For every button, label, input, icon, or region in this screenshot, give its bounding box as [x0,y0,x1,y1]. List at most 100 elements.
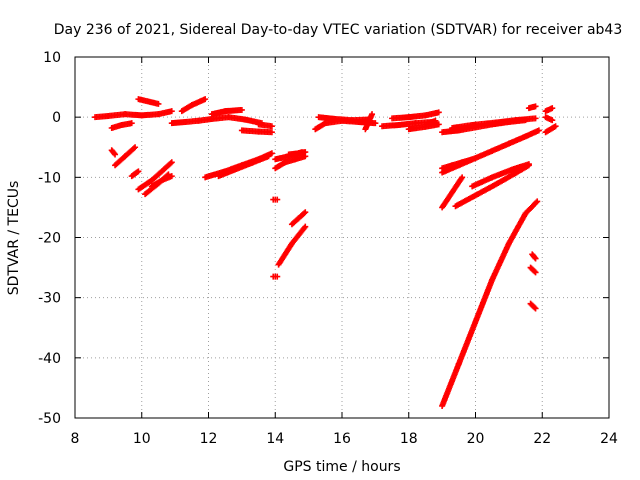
series-seg25 [315,114,372,124]
tick-labels: 8 10 12 14 16 18 20 22 24 10 0 -10 -20 -30 -40 -50 [38,50,618,447]
data-points [92,96,559,409]
series-seg2 [108,120,135,131]
data-point [168,108,175,115]
y-tick-label: -20 [38,231,61,247]
series-seg13 [238,127,275,136]
data-point [132,144,139,151]
data-point [534,198,541,205]
data-point [525,161,532,168]
data-point [535,127,542,134]
data-point [268,150,275,157]
data-point [372,120,379,127]
y-tick-label: 0 [52,110,61,126]
data-point [533,199,540,206]
data-point [552,123,559,130]
series-seg39 [525,103,539,112]
x-tick-label: 24 [600,431,618,447]
series-seg12 [208,106,245,118]
series-seg28 [389,109,442,122]
data-point [459,174,466,181]
series-seg29 [405,121,442,133]
data-point [111,150,118,157]
chart-title: Day 236 of 2021, Sidereal Day-to-day VTE… [54,22,623,38]
series-seg11 [178,96,209,115]
series-seg33 [439,127,542,176]
data-point [532,269,539,276]
data-point [274,196,281,203]
data-point [435,109,442,116]
series-seg6 [128,168,142,180]
data-point [302,149,309,156]
series-seg32 [449,115,539,131]
series-seg43 [542,105,556,115]
series-seg20 [270,196,281,203]
data-point [130,145,137,152]
series-seg27 [379,118,436,130]
data-point [302,209,309,216]
y-tick-label: -40 [38,351,61,367]
data-point [134,169,141,176]
series-seg42 [527,300,539,312]
x-tick-label: 20 [467,431,485,447]
data-point [168,159,175,166]
data-point [128,120,135,127]
data-point [532,103,539,110]
series-seg3 [135,96,162,107]
data-point [155,100,162,107]
data-point [549,105,556,112]
series-seg30 [425,117,439,127]
series-seg1 [92,108,175,121]
x-tick-label: 10 [133,431,151,447]
data-point [202,96,209,103]
series-seg19 [285,149,309,158]
y-tick-label: -50 [38,411,61,427]
data-point [369,111,376,118]
data-point [265,153,272,160]
series-seg23 [288,209,309,228]
y-tick-label: 10 [43,50,61,66]
data-point [301,210,308,217]
data-point [531,254,538,261]
series-seg10 [168,114,265,127]
data-point [274,273,281,280]
data-point [168,173,175,180]
series-seg14 [255,121,275,130]
series-seg21 [270,273,281,280]
series-seg22 [275,223,309,268]
data-point [531,304,538,311]
x-axis-label: GPS time / hours [283,459,400,475]
data-point [549,117,556,124]
series-seg16 [215,153,272,180]
data-point [435,121,442,128]
y-axis-label: SDTVAR / TECUs [6,181,22,296]
series-seg35 [439,174,466,211]
x-tick-label: 18 [400,431,418,447]
series-seg44 [542,114,556,124]
data-point [302,223,309,230]
data-point [167,160,174,167]
data-point [135,168,142,175]
data-point [532,305,539,312]
data-point [469,156,476,163]
series-seg41 [527,264,539,276]
data-point [268,129,275,136]
series-seg7 [135,159,175,193]
series-seg34 [439,156,476,172]
data-point [531,268,538,275]
data-point [532,255,539,262]
y-tick-label: -10 [38,170,61,186]
series-seg38 [439,198,541,409]
x-tick-label: 12 [200,431,218,447]
y-tick-label: -30 [38,291,61,307]
x-tick-label: 22 [533,431,551,447]
series-seg9 [148,173,175,190]
x-tick-label: 8 [71,431,80,447]
series-seg5 [112,144,139,169]
series-seg37 [469,161,532,190]
data-point [238,106,245,113]
data-point [432,117,439,124]
series-seg40 [529,251,539,262]
x-tick-label: 16 [333,431,351,447]
